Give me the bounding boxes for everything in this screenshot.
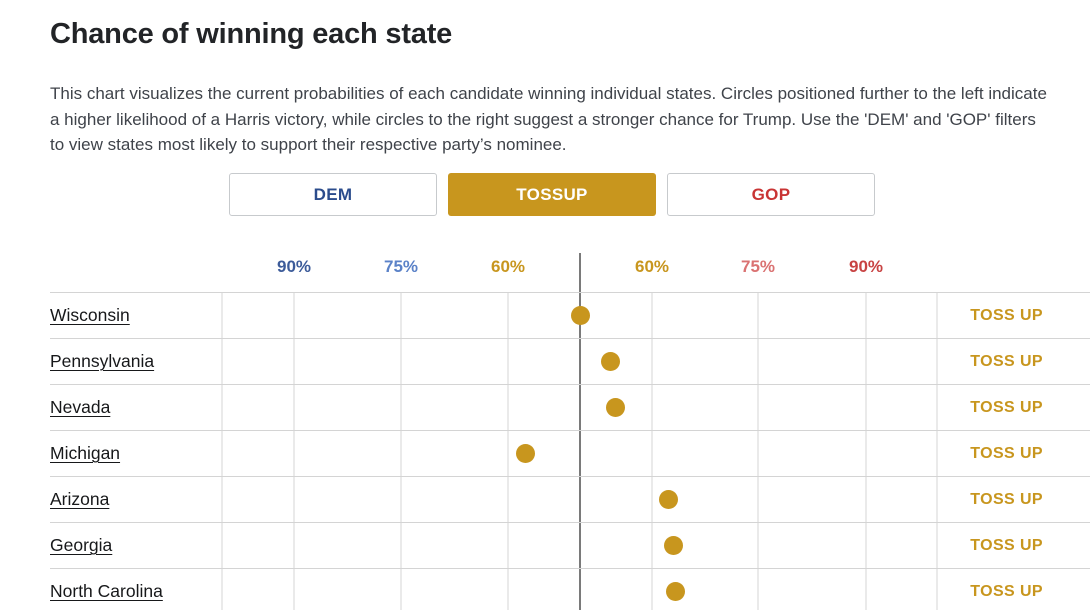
state-probability-dot[interactable]: [571, 306, 591, 325]
axis-tick-label: 60%: [634, 257, 670, 276]
vertical-gridline: [757, 292, 759, 610]
state-link[interactable]: Wisconsin: [50, 305, 130, 325]
rating-label: TOSS UP: [970, 353, 1043, 370]
rating-label: TOSS UP: [970, 583, 1043, 600]
axis-tick-label: 75%: [740, 257, 776, 276]
axis-tick-label: 60%: [490, 257, 526, 276]
page-title: Chance of winning each state: [50, 18, 453, 50]
table-row: Arizona TOSS UP: [50, 476, 1090, 522]
center-50pct-line: [578, 253, 581, 610]
axis-tick-label: 90%: [848, 257, 884, 276]
state-probability-dot[interactable]: [658, 490, 678, 509]
state-rows: Wisconsin TOSS UP Pennsylvania TOSS UP N…: [0, 292, 1090, 610]
axis-tick-label: 75%: [383, 257, 419, 276]
state-probability-dot[interactable]: [665, 582, 685, 601]
vertical-gridline: [865, 292, 867, 610]
chart-description: This chart visualizes the current probab…: [50, 84, 1047, 155]
filter-button-tossup[interactable]: TOSSUP: [448, 173, 656, 216]
rating-label: TOSS UP: [970, 307, 1043, 324]
vertical-gridline: [293, 292, 295, 610]
table-row: North Carolina TOSS UP: [50, 568, 1090, 610]
vertical-gridline: [400, 292, 402, 610]
state-link[interactable]: Michigan: [50, 443, 121, 463]
filter-button-dem[interactable]: DEM: [229, 173, 437, 216]
vertical-gridline: [936, 292, 938, 610]
table-row: Georgia TOSS UP: [50, 522, 1090, 568]
table-row: Nevada TOSS UP: [50, 384, 1090, 430]
rating-label: TOSS UP: [970, 491, 1043, 508]
vertical-gridline: [221, 292, 223, 610]
state-probability-dot[interactable]: [664, 536, 684, 555]
rating-label: TOSS UP: [970, 399, 1043, 416]
rating-label: TOSS UP: [970, 537, 1043, 554]
table-row: Wisconsin TOSS UP: [50, 292, 1090, 338]
state-link[interactable]: North Carolina: [50, 581, 163, 601]
state-link[interactable]: Nevada: [50, 397, 111, 417]
state-link[interactable]: Arizona: [50, 489, 110, 509]
axis-tick-label: 90%: [276, 257, 312, 276]
state-link[interactable]: Pennsylvania: [50, 351, 155, 371]
state-link[interactable]: Georgia: [50, 535, 113, 555]
table-row: Michigan TOSS UP: [50, 430, 1090, 476]
state-probability-dot[interactable]: [516, 444, 536, 463]
table-row: Pennsylvania TOSS UP: [50, 338, 1090, 384]
state-probability-dot[interactable]: [606, 398, 626, 417]
filter-button-group: DEM TOSSUP GOP: [229, 173, 875, 216]
state-probability-dot[interactable]: [600, 352, 620, 371]
filter-button-gop[interactable]: GOP: [667, 173, 875, 216]
vertical-gridline: [507, 292, 509, 610]
vertical-gridline: [651, 292, 653, 610]
rating-label: TOSS UP: [970, 445, 1043, 462]
